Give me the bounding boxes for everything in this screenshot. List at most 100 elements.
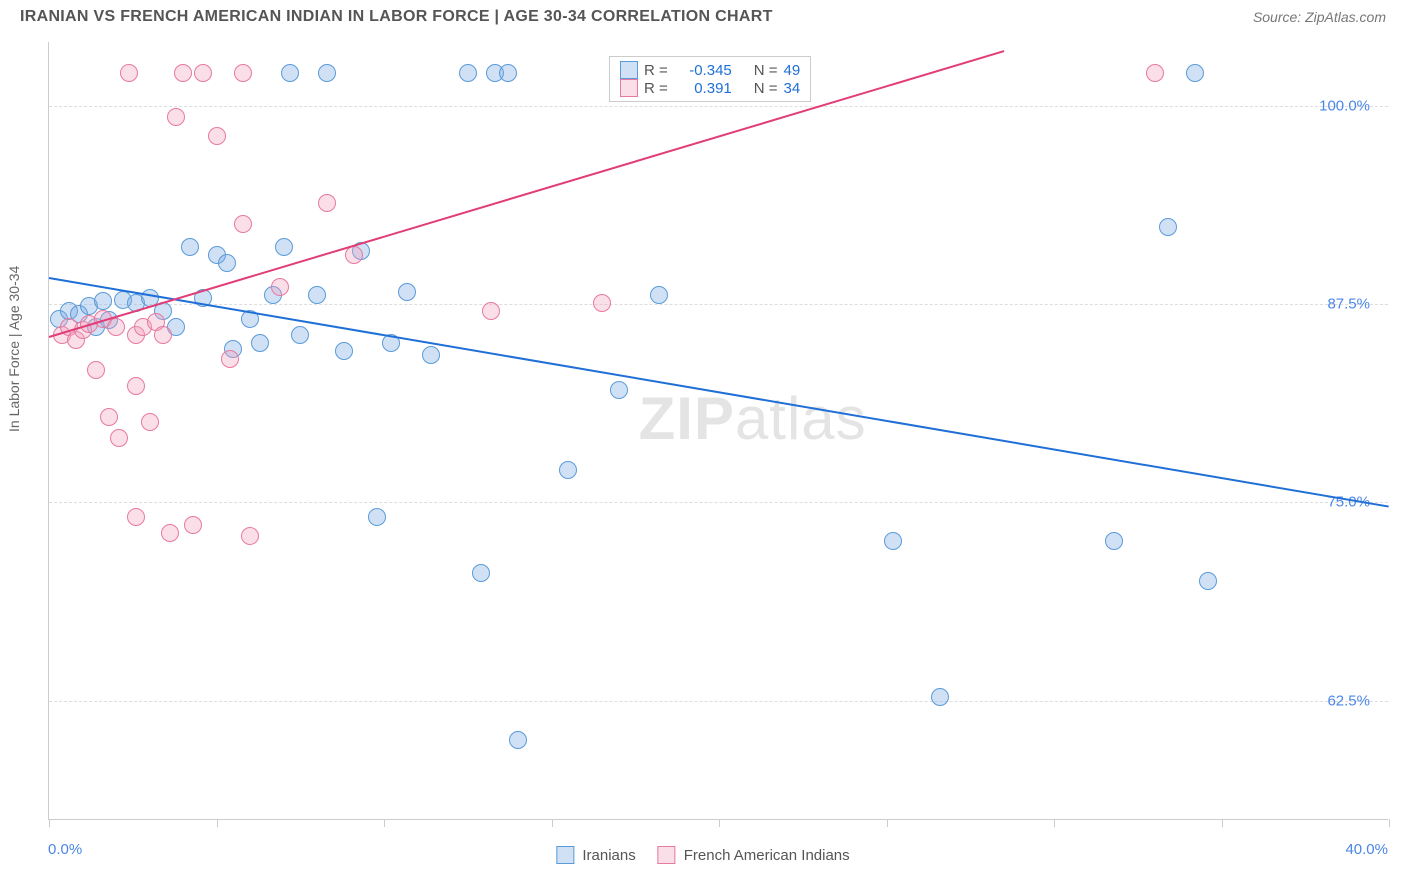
legend-r-value: 0.391 — [674, 80, 732, 97]
scatter-point — [1199, 572, 1217, 590]
scatter-point — [308, 286, 326, 304]
scatter-point — [218, 254, 236, 272]
source-label: Source: ZipAtlas.com — [1253, 9, 1386, 25]
scatter-point — [291, 326, 309, 344]
scatter-point — [1105, 532, 1123, 550]
scatter-point — [1186, 64, 1204, 82]
scatter-point — [281, 64, 299, 82]
x-tick — [1054, 819, 1055, 827]
chart-header: IRANIAN VS FRENCH AMERICAN INDIAN IN LAB… — [0, 0, 1406, 32]
scatter-point — [234, 64, 252, 82]
trend-line — [49, 277, 1389, 508]
series-legend-item: Iranians — [556, 846, 635, 864]
x-tick — [49, 819, 50, 827]
x-tick — [719, 819, 720, 827]
x-tick — [384, 819, 385, 827]
x-axis-max-label: 40.0% — [1345, 841, 1388, 858]
scatter-point — [154, 326, 172, 344]
scatter-point — [368, 508, 386, 526]
scatter-point — [318, 194, 336, 212]
scatter-point — [610, 381, 628, 399]
x-axis-min-label: 0.0% — [48, 841, 82, 858]
watermark-rest: atlas — [735, 385, 867, 452]
gridline-h — [49, 106, 1388, 107]
x-tick — [217, 819, 218, 827]
x-tick — [1389, 819, 1390, 827]
y-axis-label: In Labor Force | Age 30-34 — [6, 266, 22, 432]
watermark: ZIPatlas — [639, 384, 867, 453]
watermark-strong: ZIP — [639, 385, 735, 452]
scatter-point — [398, 283, 416, 301]
scatter-point — [127, 508, 145, 526]
scatter-point — [120, 64, 138, 82]
scatter-point — [87, 361, 105, 379]
y-tick-label: 100.0% — [1319, 97, 1370, 114]
legend-r-value: -0.345 — [674, 62, 732, 79]
scatter-point — [110, 429, 128, 447]
legend-n-label: N = — [754, 80, 778, 97]
scatter-point — [127, 377, 145, 395]
scatter-point — [1146, 64, 1164, 82]
scatter-point — [422, 346, 440, 364]
scatter-point — [241, 527, 259, 545]
scatter-point — [931, 688, 949, 706]
legend-row: R = -0.345 N = 49 — [620, 61, 800, 79]
scatter-point — [884, 532, 902, 550]
scatter-point — [167, 108, 185, 126]
y-tick-label: 87.5% — [1327, 295, 1370, 312]
scatter-point — [482, 302, 500, 320]
x-tick — [552, 819, 553, 827]
scatter-point — [335, 342, 353, 360]
gridline-h — [49, 701, 1388, 702]
scatter-point — [472, 564, 490, 582]
series-legend-label: French American Indians — [684, 847, 850, 864]
plot-area: ZIPatlas R = -0.345 N = 49 R = 0.391 N = 34 62.… — [48, 42, 1388, 820]
scatter-point — [100, 408, 118, 426]
scatter-point — [1159, 218, 1177, 236]
scatter-point — [208, 127, 226, 145]
scatter-point — [499, 64, 517, 82]
scatter-point — [221, 350, 239, 368]
scatter-point — [141, 413, 159, 431]
series-legend-item: French American Indians — [658, 846, 850, 864]
scatter-point — [107, 318, 125, 336]
legend-swatch — [620, 79, 638, 97]
gridline-h — [49, 502, 1388, 503]
legend-n-label: N = — [754, 62, 778, 79]
scatter-point — [234, 215, 252, 233]
legend-swatch — [620, 61, 638, 79]
scatter-point — [271, 278, 289, 296]
scatter-point — [184, 516, 202, 534]
trend-line — [49, 50, 1004, 338]
legend-swatch — [658, 846, 676, 864]
legend-row: R = 0.391 N = 34 — [620, 79, 800, 97]
scatter-point — [174, 64, 192, 82]
series-legend-label: Iranians — [582, 847, 635, 864]
x-tick — [887, 819, 888, 827]
scatter-point — [593, 294, 611, 312]
legend-swatch — [556, 846, 574, 864]
legend-r-label: R = — [644, 62, 668, 79]
correlation-legend: R = -0.345 N = 49 R = 0.391 N = 34 — [609, 56, 811, 102]
chart-title: IRANIAN VS FRENCH AMERICAN INDIAN IN LAB… — [20, 8, 773, 26]
gridline-h — [49, 304, 1388, 305]
x-tick — [1222, 819, 1223, 827]
series-legend: Iranians French American Indians — [556, 846, 849, 864]
scatter-point — [251, 334, 269, 352]
scatter-point — [559, 461, 577, 479]
legend-r-label: R = — [644, 80, 668, 97]
scatter-point — [509, 731, 527, 749]
scatter-point — [318, 64, 336, 82]
scatter-point — [275, 238, 293, 256]
scatter-point — [194, 64, 212, 82]
legend-n-value: 34 — [784, 80, 801, 97]
scatter-point — [345, 246, 363, 264]
scatter-point — [459, 64, 477, 82]
scatter-point — [181, 238, 199, 256]
scatter-point — [94, 292, 112, 310]
y-tick-label: 62.5% — [1327, 692, 1370, 709]
scatter-point — [650, 286, 668, 304]
legend-n-value: 49 — [784, 62, 801, 79]
scatter-point — [161, 524, 179, 542]
chart-wrap: In Labor Force | Age 30-34 ZIPatlas R =-… — [0, 32, 1406, 882]
